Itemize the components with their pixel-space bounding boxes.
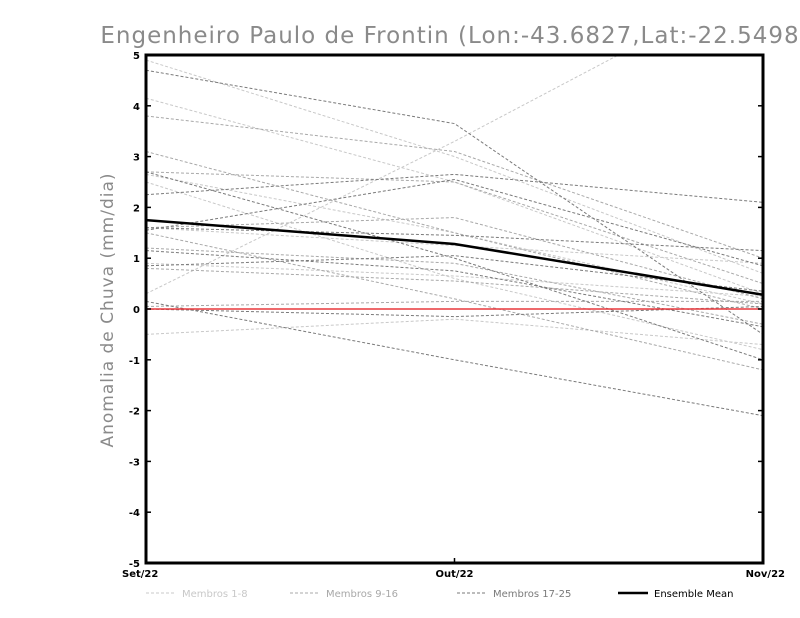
member-line-2-6 <box>146 267 763 305</box>
y-tick-label: 5 <box>133 51 140 62</box>
y-axis: -5 -4 -3 -2 -1 0 1 2 3 4 5 <box>129 51 763 570</box>
member-line-2-4 <box>146 217 763 300</box>
member-line-1-8 <box>146 181 763 351</box>
y-tick-label: -5 <box>129 559 140 570</box>
member-line-3-9 <box>146 171 763 361</box>
member-line-3-8 <box>146 305 763 318</box>
member-line-3-7 <box>146 300 763 417</box>
x-axis: Set/22 Out/22 Nov/22 <box>122 558 785 580</box>
member-line-2-2 <box>146 151 763 310</box>
ensemble-mean-line <box>146 218 763 297</box>
legend: Membros 1-8 Membros 9-16 Membros 17-25 Ense… <box>146 589 733 600</box>
y-tick-label: 2 <box>133 203 140 214</box>
member-line-1-1 <box>146 59 763 274</box>
y-tick-label: 1 <box>133 254 140 265</box>
member-line-1-2 <box>146 97 763 295</box>
y-tick-label: -1 <box>129 356 140 367</box>
member-line-2-7 <box>146 300 763 307</box>
member-line-1-7 <box>146 318 763 346</box>
legend-label: Membros 17-25 <box>493 589 571 600</box>
member-line-2-5 <box>146 247 763 325</box>
member-line-2-3 <box>146 171 763 285</box>
x-tick-label: Set/22 <box>122 569 158 580</box>
y-axis-label: Anomalia de Chuva (mm/dia) <box>98 172 118 447</box>
y-tick-label: 3 <box>133 153 140 164</box>
member-line-1-4 <box>146 227 763 264</box>
chart-title: Engenheiro Paulo de Frontin (Lon:-43.682… <box>100 23 800 49</box>
y-tick-label: 0 <box>133 305 140 316</box>
member-line-2-8 <box>146 232 763 371</box>
member-line-1-3 <box>146 173 763 305</box>
y-tick-label: -3 <box>129 457 140 468</box>
series-layer <box>146 55 763 417</box>
member-line-3-1 <box>146 69 763 335</box>
y-tick-label: 4 <box>133 102 140 113</box>
y-tick-label: -4 <box>129 508 140 519</box>
member-line-1-5 <box>146 262 763 297</box>
member-line-3-4 <box>146 250 763 328</box>
legend-label: Ensemble Mean <box>654 589 733 600</box>
y-tick-label: -2 <box>129 407 140 418</box>
x-tick-label: Out/22 <box>436 569 474 580</box>
member-line-3-3 <box>146 178 763 267</box>
member-line-2-1 <box>146 115 763 259</box>
member-line-3-6 <box>146 227 763 252</box>
member-line-3-2 <box>146 173 763 203</box>
legend-label: Membros 9-16 <box>326 589 398 600</box>
legend-label: Membros 1-8 <box>182 589 248 600</box>
x-tick-label: Nov/22 <box>746 569 785 580</box>
member-line-3-5 <box>146 255 763 292</box>
